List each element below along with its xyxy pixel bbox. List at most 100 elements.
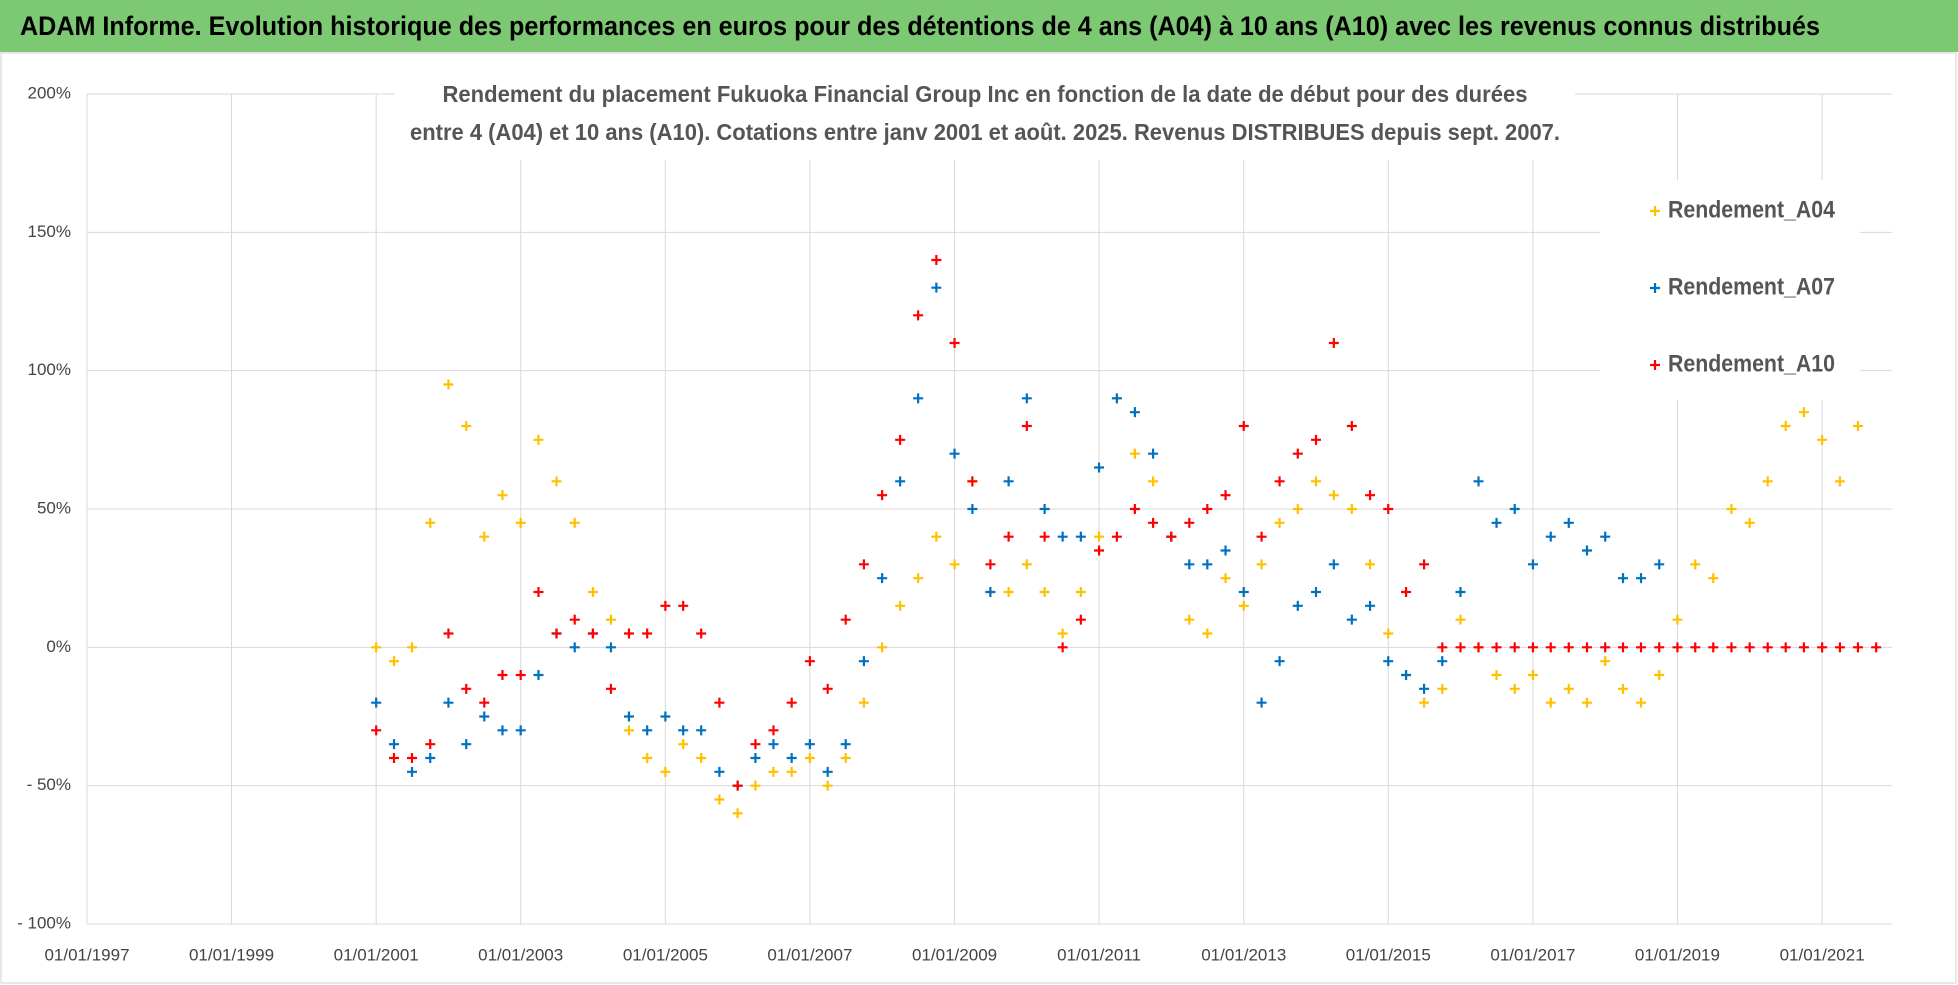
- x-tick-label: 01/01/2019: [1635, 945, 1720, 964]
- point: [1834, 642, 1845, 653]
- point: [1690, 642, 1701, 653]
- point: [642, 628, 653, 639]
- point: [1852, 642, 1863, 653]
- point: [1274, 517, 1285, 528]
- point: [443, 379, 454, 390]
- point: [678, 600, 689, 611]
- point: [1111, 531, 1122, 542]
- point: [1202, 559, 1213, 570]
- point: [1401, 587, 1412, 597]
- point: [1636, 573, 1647, 584]
- point: [967, 504, 978, 514]
- point: [587, 628, 598, 639]
- point: [840, 753, 851, 763]
- point: [1075, 614, 1086, 625]
- point: [1256, 531, 1267, 542]
- point: [1256, 697, 1267, 708]
- point: [407, 753, 418, 763]
- x-tick-label: 01/01/2001: [334, 945, 419, 964]
- point: [750, 739, 761, 750]
- point: [678, 725, 689, 736]
- point: [569, 614, 580, 625]
- point: [1383, 656, 1394, 667]
- point: [822, 766, 833, 777]
- point: [461, 683, 472, 694]
- point: [1437, 683, 1448, 694]
- point: [1057, 628, 1068, 639]
- point: [1473, 642, 1484, 653]
- point: [714, 766, 725, 777]
- point: [1365, 490, 1376, 501]
- point: [533, 670, 544, 680]
- point: [840, 614, 851, 625]
- point: [913, 393, 924, 404]
- point: [425, 517, 436, 528]
- point: [1292, 600, 1303, 611]
- point: [1618, 683, 1628, 694]
- point: [985, 559, 996, 570]
- point: [967, 476, 978, 487]
- chart-title: entre 4 (A04) et 10 ans (A10). Cotations…: [410, 119, 1560, 145]
- y-tick-label: 100%: [28, 360, 71, 379]
- point: [1509, 683, 1520, 694]
- point: [623, 628, 634, 639]
- point: [895, 600, 906, 611]
- point: [1346, 421, 1357, 431]
- point: [913, 573, 924, 584]
- point: [1817, 642, 1828, 653]
- point: [858, 656, 869, 667]
- point: [660, 766, 671, 777]
- point: [696, 753, 707, 763]
- point: [1455, 587, 1466, 597]
- point: [732, 780, 743, 791]
- point: [461, 739, 472, 750]
- point: [1798, 407, 1809, 418]
- header-bar: [0, 0, 1958, 52]
- point: [1636, 642, 1647, 653]
- legend-label: Rendement_A04: [1668, 196, 1836, 223]
- point: [1383, 504, 1394, 514]
- points: [371, 255, 1882, 819]
- point: [949, 448, 960, 459]
- legend: Rendement_A04 Rendement_A07 Rendement_A10: [1600, 180, 1860, 400]
- x-tick-label: 01/01/2021: [1780, 945, 1865, 964]
- point: [407, 766, 418, 777]
- point: [605, 642, 616, 653]
- point: [1346, 614, 1357, 625]
- point: [1075, 531, 1086, 542]
- point: [1111, 393, 1122, 404]
- point: [1292, 504, 1303, 514]
- point: [443, 628, 454, 639]
- point: [804, 656, 815, 667]
- point: [1039, 531, 1050, 542]
- point: [1618, 573, 1628, 584]
- point: [1419, 683, 1430, 694]
- point: [1780, 421, 1791, 431]
- point: [1527, 670, 1538, 680]
- point: [1527, 559, 1538, 570]
- point: [931, 255, 942, 265]
- point: [1094, 545, 1105, 556]
- point: [1437, 642, 1448, 653]
- point: [1021, 421, 1032, 431]
- x-tick-label: 01/01/2003: [478, 945, 563, 964]
- point: [1455, 642, 1466, 653]
- point: [1672, 614, 1683, 625]
- point: [822, 780, 833, 791]
- point: [515, 725, 526, 736]
- point: [768, 725, 779, 736]
- point: [786, 697, 797, 708]
- point: [1871, 642, 1882, 653]
- point: [1184, 517, 1195, 528]
- point: [623, 725, 634, 736]
- point: [714, 794, 725, 805]
- point: [569, 517, 580, 528]
- point: [1021, 393, 1032, 404]
- point: [551, 476, 562, 487]
- point: [1274, 656, 1285, 667]
- point: [1419, 559, 1430, 570]
- point: [1780, 642, 1791, 653]
- point: [768, 766, 779, 777]
- point: [1346, 504, 1357, 514]
